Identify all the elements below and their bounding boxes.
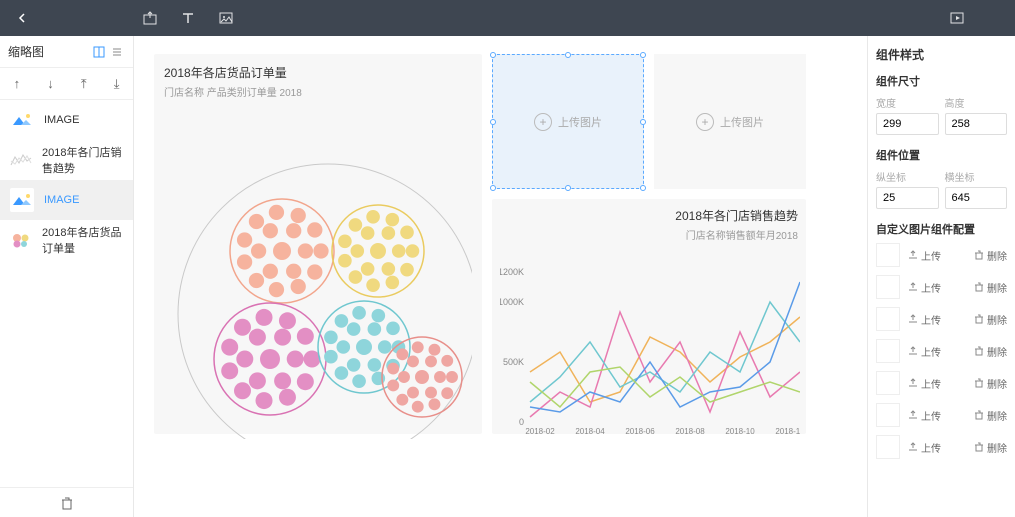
svg-text:1200K: 1200K [500, 267, 524, 277]
svg-text:2018-06: 2018-06 [625, 427, 655, 436]
delete-button[interactable]: 删除 [974, 344, 1007, 359]
delete-button[interactable]: 删除 [974, 280, 1007, 295]
sidebar-item-label: 2018年各店货品订单量 [42, 224, 123, 256]
image-placeholder [876, 243, 900, 267]
svg-text:2018-04: 2018-04 [575, 427, 605, 436]
imgcfg-title: 自定义图片组件配置 [876, 221, 1007, 237]
line-subtitle: 门店名称销售额年月2018 [500, 227, 798, 242]
svg-text:2018-08: 2018-08 [675, 427, 705, 436]
delete-button[interactable]: 删除 [974, 376, 1007, 391]
sidebar-item-3[interactable]: 2018年各店货品订单量 [0, 220, 133, 260]
image-placeholder [876, 403, 900, 427]
svg-text:2018-10: 2018-10 [725, 427, 755, 436]
upload-button[interactable]: 上传 [908, 312, 941, 327]
sidebar-item-label: IMAGE [44, 114, 79, 126]
thumb-icon [10, 108, 34, 132]
sidebar: 缩略图 ↑ ↓ ⤒ ⤓ IMAGE 2018年各门店销售趋势 IMAGE 2018年各… [0, 36, 134, 517]
image-config-row: 上传 删除 [876, 403, 1007, 427]
svg-text:1000K: 1000K [500, 297, 524, 307]
width-input[interactable] [876, 113, 939, 135]
upload-label: 上传图片 [558, 114, 602, 130]
image-placeholder [876, 435, 900, 459]
delete-button[interactable]: 删除 [974, 440, 1007, 455]
image-placeholder [876, 307, 900, 331]
image-icon[interactable] [216, 8, 236, 28]
image-config-row: 上传 删除 [876, 243, 1007, 267]
plus-icon: + [534, 113, 552, 131]
size-title: 组件尺寸 [876, 73, 1007, 89]
image-config-row: 上传 删除 [876, 435, 1007, 459]
move-down-icon[interactable]: ↓ [47, 76, 54, 91]
line-chart[interactable]: 2018年各门店销售趋势 门店名称销售额年月2018 0 500K 1000K 120… [492, 199, 806, 434]
thumb-icon [10, 188, 34, 212]
props-title: 组件样式 [876, 46, 1007, 63]
x-input[interactable] [876, 187, 939, 209]
image-config-row: 上传 删除 [876, 307, 1007, 331]
delete-icon[interactable] [61, 496, 73, 510]
upload-button[interactable]: 上传 [908, 376, 941, 391]
image-config-row: 上传 删除 [876, 371, 1007, 395]
properties-panel: 组件样式 组件尺寸 宽度 高度 组件位置 纵坐标 横坐标 自定义图片组件配置 上… [867, 36, 1015, 517]
svg-text:2018-12: 2018-12 [775, 427, 800, 436]
delete-button[interactable]: 删除 [974, 312, 1007, 327]
image-config-row: 上传 删除 [876, 339, 1007, 363]
image-placeholder [876, 339, 900, 363]
image-slot-1[interactable]: + 上传图片 [492, 54, 644, 189]
topbar [0, 0, 1015, 36]
view-list-icon[interactable] [109, 44, 125, 60]
image-slot-2[interactable]: + 上传图片 [654, 54, 806, 189]
svg-text:0: 0 [519, 417, 524, 427]
preview-icon[interactable] [947, 8, 967, 28]
thumb-icon [10, 228, 32, 252]
bubble-chart[interactable]: 2018年各店货品订单量 门店名称 产品类别订单量 2018 [154, 54, 482, 434]
sidebar-title: 缩略图 [8, 43, 89, 60]
thumb-icon [10, 148, 32, 172]
delete-button[interactable]: 删除 [974, 408, 1007, 423]
bubble-svg [164, 99, 472, 439]
sidebar-item-2[interactable]: IMAGE [0, 180, 133, 220]
move-up-icon[interactable]: ↑ [14, 76, 21, 91]
upload-button[interactable]: 上传 [908, 344, 941, 359]
sidebar-item-label: 2018年各门店销售趋势 [42, 144, 123, 176]
bubble-title: 2018年各店货品订单量 [164, 64, 472, 81]
upload-label: 上传图片 [720, 114, 764, 130]
bubble-subtitle: 门店名称 产品类别订单量 2018 [164, 84, 472, 99]
svg-text:2018-02: 2018-02 [525, 427, 555, 436]
y-input[interactable] [945, 187, 1008, 209]
canvas[interactable]: 2018年各店货品订单量 门店名称 产品类别订单量 2018 + 上传图片 + … [134, 36, 867, 517]
view-card-icon[interactable] [91, 44, 107, 60]
upload-button[interactable]: 上传 [908, 440, 941, 455]
back-button[interactable] [10, 6, 34, 30]
reorder-controls: ↑ ↓ ⤒ ⤓ [0, 68, 133, 100]
plus-icon: + [696, 113, 714, 131]
line-title: 2018年各门店销售趋势 [500, 207, 798, 224]
line-svg: 0 500K 1000K 1200K 2018-02 2018-04 2018-06 2018… [500, 242, 800, 442]
sidebar-item-1[interactable]: 2018年各门店销售趋势 [0, 140, 133, 180]
upload-button[interactable]: 上传 [908, 248, 941, 263]
svg-text:500K: 500K [503, 357, 524, 367]
upload-button[interactable]: 上传 [908, 408, 941, 423]
text-icon[interactable] [178, 8, 198, 28]
sidebar-item-label: IMAGE [44, 194, 79, 206]
sidebar-item-0[interactable]: IMAGE [0, 100, 133, 140]
image-config-row: 上传 删除 [876, 275, 1007, 299]
image-placeholder [876, 371, 900, 395]
delete-button[interactable]: 删除 [974, 248, 1007, 263]
pos-title: 组件位置 [876, 147, 1007, 163]
image-placeholder [876, 275, 900, 299]
export-icon[interactable] [140, 8, 160, 28]
height-input[interactable] [945, 113, 1008, 135]
move-top-icon[interactable]: ⤒ [81, 76, 87, 92]
move-bottom-icon[interactable]: ⤓ [114, 76, 120, 92]
upload-button[interactable]: 上传 [908, 280, 941, 295]
